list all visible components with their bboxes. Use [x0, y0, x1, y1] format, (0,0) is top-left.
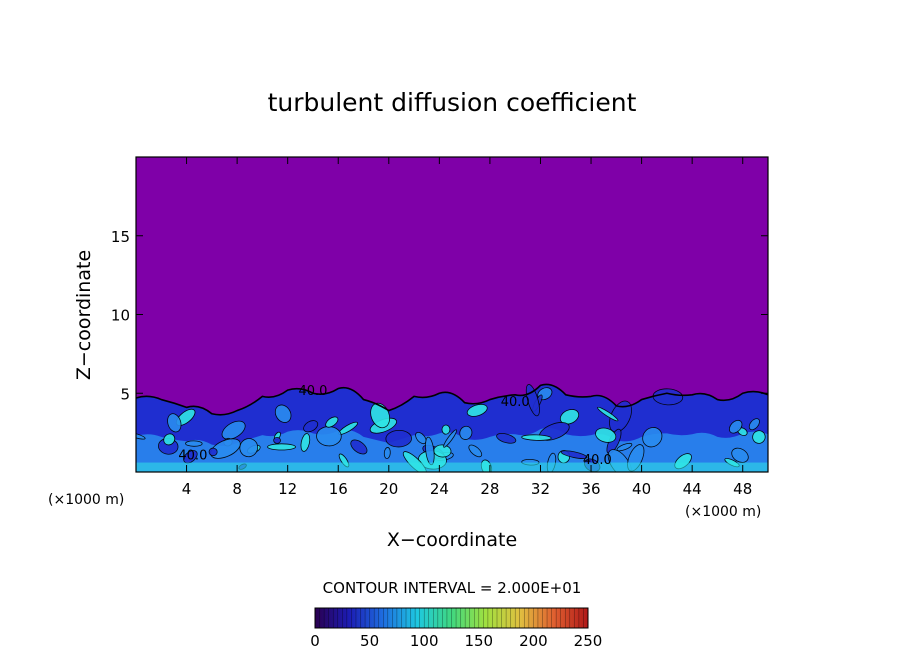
chart-title: turbulent diffusion coefficient	[268, 88, 637, 117]
turbulence-eddy	[303, 420, 319, 433]
x-tick-label: 16	[329, 480, 348, 498]
turbulence-eddy	[350, 439, 368, 455]
turbulence-eddy	[325, 416, 339, 428]
x-tick-label: 40	[632, 480, 651, 498]
turbulence-eddy	[441, 424, 451, 435]
colorbar-tick-label: 250	[574, 632, 603, 650]
turbulence-eddy	[274, 404, 292, 423]
turbulence-eddy	[459, 425, 473, 440]
colorbar-tick-labels: 0 50 100 150 200 250	[310, 632, 602, 650]
turbulence-eddy	[748, 418, 760, 431]
colorbar-frame	[314, 607, 589, 629]
turbulence-eddy	[525, 384, 540, 417]
turbulence-eddy	[273, 436, 281, 444]
y-tick-label: 5	[120, 385, 130, 403]
x-tick-label: 20	[379, 480, 398, 498]
colorbar: 0 50 100 150 200 250	[310, 607, 602, 650]
surface-layer-band	[136, 462, 768, 472]
turbulence-eddy	[385, 429, 412, 448]
turbulence-eddy	[521, 434, 552, 441]
contour-label: 40.0	[583, 453, 612, 468]
turbulence-eddy	[496, 433, 517, 444]
turbulence-eddy	[642, 427, 663, 448]
turbulence-eddy	[239, 438, 259, 458]
turbulence-eddy	[185, 440, 203, 447]
contour-line-top	[136, 383, 768, 416]
turbulence-eddy	[267, 443, 297, 451]
turbulence-eddy	[383, 447, 391, 460]
turbulence-eddy	[728, 419, 743, 434]
x-tick-label: 28	[480, 480, 499, 498]
colorbar-tick-label: 0	[310, 632, 320, 650]
turbulence-eddy	[300, 433, 311, 452]
turbulence-eddy	[316, 426, 342, 447]
x-axis-label: X−coordinate	[387, 529, 517, 551]
turbulence-eddy	[597, 406, 619, 422]
x-axis-ticks: 4 8 12 16 20 24 28 32 36 40 44 48	[182, 157, 752, 498]
x-tick-label: 32	[531, 480, 550, 498]
x-unit-left: (×1000 m)	[48, 492, 124, 508]
turbulence-eddy	[466, 403, 488, 417]
turbulence-eddy	[616, 442, 633, 452]
turbulence-eddy	[183, 450, 198, 464]
x-unit-right: (×1000 m)	[685, 504, 761, 520]
colorbar-tick-label: 50	[360, 632, 379, 650]
contour-label: 40.0	[178, 448, 207, 463]
turbulence-eddy	[731, 447, 749, 463]
colorbar-stripes	[319, 608, 584, 628]
x-tick-label: 48	[733, 480, 752, 498]
contour-label: 40.0	[298, 384, 327, 399]
colorbar-tick-label: 150	[464, 632, 493, 650]
plot-area: 40.040.040.040.0 4 8 12 16 20 24 28 32 36 40 44 48 …	[111, 156, 769, 498]
x-tick-label: 36	[581, 480, 600, 498]
turbulence-eddy	[752, 430, 766, 444]
x-tick-label: 4	[182, 480, 192, 498]
turbulence-eddy	[208, 447, 218, 457]
colorbar-tick-label: 100	[410, 632, 439, 650]
contour-label: 40.0	[501, 395, 530, 410]
y-axis-label: Z−coordinate	[73, 250, 95, 380]
colorbar-tick-label: 200	[519, 632, 548, 650]
turbulence-eddy	[595, 427, 617, 443]
y-axis-ticks: 5 10 15	[111, 228, 768, 403]
contour-labels: 40.0 40.0 40.0 40.0	[178, 384, 611, 468]
turbulence-eddy	[163, 433, 176, 446]
turbulence-eddy	[167, 413, 182, 433]
turbulence-eddy	[221, 420, 246, 440]
x-tick-label: 8	[232, 480, 242, 498]
x-tick-label: 12	[278, 480, 297, 498]
x-tick-label: 24	[430, 480, 449, 498]
y-tick-label: 10	[111, 307, 130, 325]
contour-interval-note: CONTOUR INTERVAL = 2.000E+01	[323, 579, 582, 597]
turbulence-detail-layer	[136, 384, 768, 472]
turbulence-eddy	[468, 444, 483, 458]
turbulence-eddy	[443, 429, 457, 448]
turbulence-eddy	[559, 409, 580, 425]
y-tick-label: 15	[111, 228, 130, 246]
x-tick-label: 44	[683, 480, 702, 498]
turbulence-eddy	[560, 450, 588, 459]
